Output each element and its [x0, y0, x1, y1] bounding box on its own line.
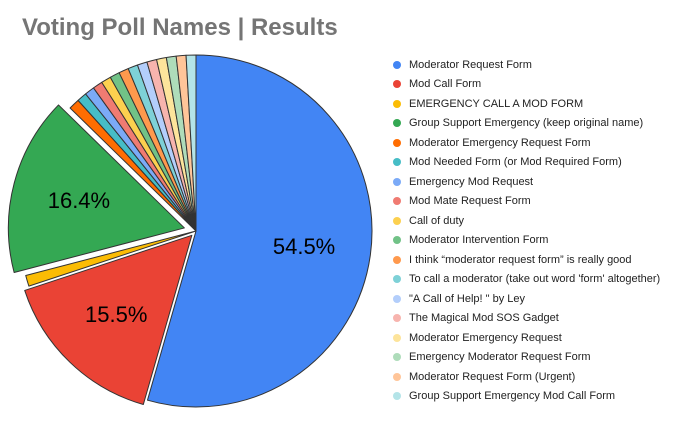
- pie-slice: [7, 104, 185, 273]
- legend-item: I think “moderator request form” is real…: [393, 250, 673, 270]
- pie-slice: [24, 234, 193, 406]
- legend-swatch: [393, 80, 401, 89]
- legend-label: Moderator Emergency Request Form: [409, 136, 591, 149]
- legend-item: Moderator Emergency Request Form: [393, 133, 673, 153]
- legend-label: Mod Mate Request Form: [409, 195, 531, 208]
- pie-slice: [146, 54, 373, 408]
- legend-item: "A Call of Help! " by Ley: [393, 289, 673, 309]
- chart-legend: Moderator Request Form Mod Call Form EMERG…: [393, 55, 673, 406]
- legend-item: The Magical Mod SOS Gadget: [393, 309, 673, 329]
- legend-label: The Magical Mod SOS Gadget: [409, 312, 559, 325]
- legend-swatch: [393, 138, 401, 147]
- legend-label: Group Support Emergency Mod Call Form: [409, 390, 616, 403]
- slice-data-label: 54.5%: [273, 234, 335, 259]
- legend-swatch: [393, 236, 401, 245]
- legend-swatch: [393, 158, 401, 167]
- legend-item: Mod Call Form: [393, 75, 673, 95]
- legend-item: Emergency Moderator Request Form: [393, 348, 673, 368]
- legend-swatch: [393, 275, 401, 284]
- legend-swatch: [393, 255, 401, 264]
- legend-label: Moderator Request Form (Urgent): [409, 370, 576, 383]
- legend-label: "A Call of Help! " by Ley: [409, 292, 526, 305]
- legend-swatch: [393, 353, 401, 362]
- legend-swatch: [393, 177, 401, 186]
- legend-item: Mod Mate Request Form: [393, 192, 673, 212]
- pie-slice: [25, 230, 197, 287]
- legend-item: Moderator Request Form: [393, 55, 673, 75]
- legend-label: Emergency Mod Request: [409, 175, 534, 188]
- legend-swatch: [393, 314, 401, 323]
- legend-label: Group Support Emergency (keep original n…: [409, 117, 644, 130]
- legend-item: Call of duty: [393, 211, 673, 231]
- legend-label: I think “moderator request form” is real…: [409, 253, 632, 266]
- legend-item: Mod Needed Form (or Mod Required Form): [393, 153, 673, 173]
- legend-label: Moderator Emergency Request: [409, 331, 562, 344]
- legend-swatch: [393, 197, 401, 206]
- legend-swatch: [393, 392, 401, 401]
- legend-item: Moderator Request Form (Urgent): [393, 367, 673, 387]
- legend-label: Emergency Moderator Request Form: [409, 351, 591, 364]
- legend-label: Mod Call Form: [409, 78, 482, 91]
- legend-label: Moderator Request Form: [409, 58, 532, 71]
- pie-slice: [185, 54, 197, 232]
- legend-label: Call of duty: [409, 214, 465, 227]
- legend-label: EMERGENCY CALL A MOD FORM: [409, 97, 584, 110]
- slice-data-label: 16.4%: [48, 188, 110, 213]
- legend-item: Group Support Emergency Mod Call Form: [393, 387, 673, 407]
- legend-item: EMERGENCY CALL A MOD FORM: [393, 94, 673, 114]
- legend-label: Moderator Intervention Form: [409, 234, 549, 247]
- legend-swatch: [393, 60, 401, 69]
- legend-item: Moderator Intervention Form: [393, 231, 673, 251]
- legend-swatch: [393, 333, 401, 342]
- legend-label: To call a moderator (take out word 'form…: [409, 273, 661, 286]
- legend-item: Moderator Emergency Request: [393, 328, 673, 348]
- legend-item: To call a moderator (take out word 'form…: [393, 270, 673, 290]
- legend-label: Mod Needed Form (or Mod Required Form): [409, 156, 622, 169]
- legend-swatch: [393, 216, 401, 225]
- legend-swatch: [393, 119, 401, 128]
- legend-swatch: [393, 294, 401, 303]
- legend-item: Group Support Emergency (keep original n…: [393, 114, 673, 134]
- legend-swatch: [393, 372, 401, 381]
- legend-item: Emergency Mod Request: [393, 172, 673, 192]
- slice-data-label: 15.5%: [85, 302, 147, 327]
- chart-title: Voting Poll Names | Results: [22, 14, 338, 41]
- legend-swatch: [393, 99, 401, 108]
